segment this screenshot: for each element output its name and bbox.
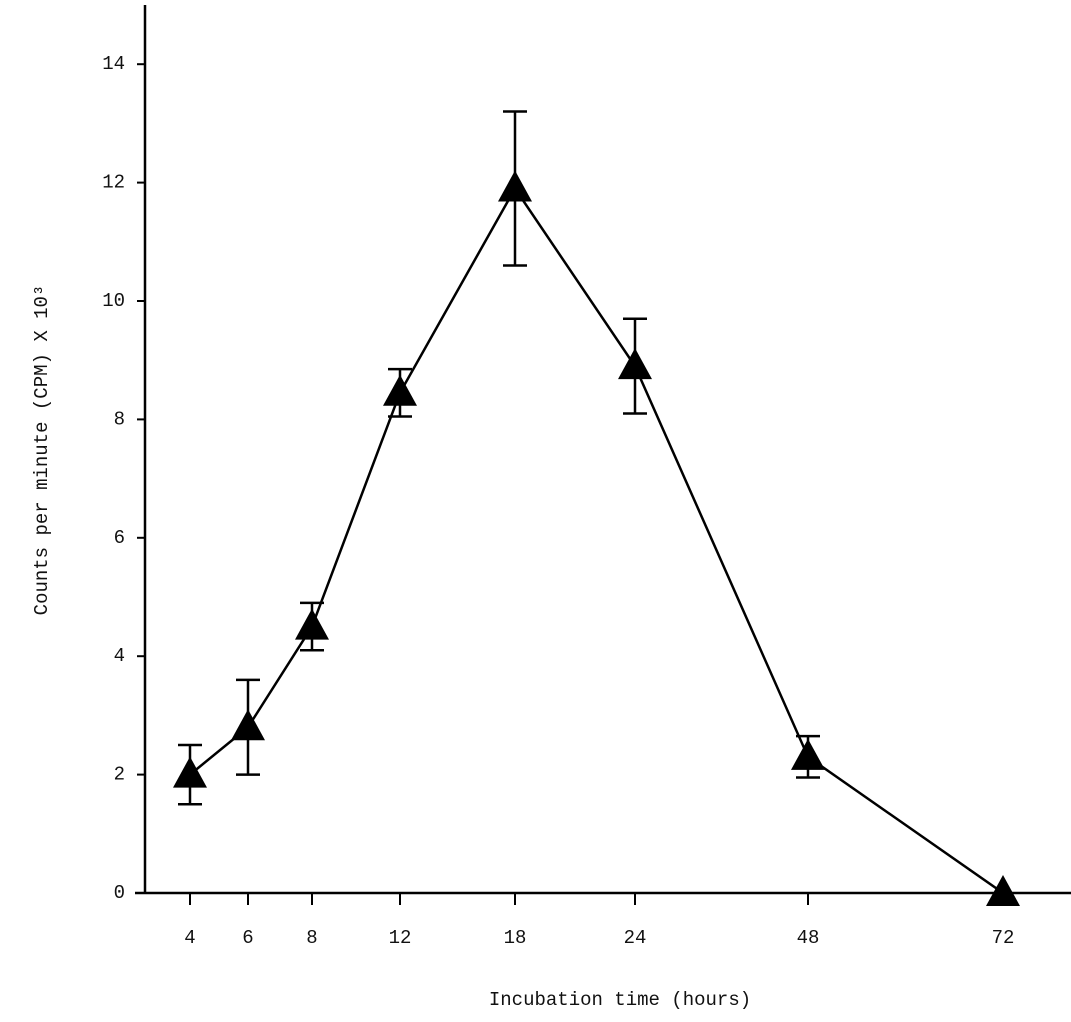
marker xyxy=(791,739,825,770)
x-tick-label: 24 xyxy=(624,927,647,949)
y-tick-label: 8 xyxy=(114,408,125,430)
y-tick-label: 14 xyxy=(102,53,125,75)
marker xyxy=(498,171,532,202)
x-tick-label: 12 xyxy=(389,927,412,949)
x-tick-label: 18 xyxy=(504,927,527,949)
chart: Incubation time (hours) Counts per minut… xyxy=(0,0,1071,1022)
marker xyxy=(383,375,417,406)
marker xyxy=(986,875,1020,906)
y-tick-label: 2 xyxy=(114,764,125,786)
y-tick-label: 4 xyxy=(114,645,125,667)
y-tick-label: 0 xyxy=(114,882,125,904)
y-tick-label: 6 xyxy=(114,527,125,549)
y-tick-label: 10 xyxy=(102,290,125,312)
x-axis-title: Incubation time (hours) xyxy=(489,989,751,1011)
x-tick-label: 6 xyxy=(242,927,253,949)
y-tick-label: 12 xyxy=(102,172,125,194)
x-tick-label: 8 xyxy=(306,927,317,949)
x-tick-label: 4 xyxy=(184,927,195,949)
marker xyxy=(618,348,652,379)
data-line xyxy=(190,189,1003,893)
y-axis-title: Counts per minute (CPM) X 10³ xyxy=(31,285,53,616)
x-tick-label: 48 xyxy=(797,927,820,949)
page: {"chart_data": {"type": "line", "x_label… xyxy=(0,0,1071,1022)
marker xyxy=(231,709,265,740)
x-tick-label: 72 xyxy=(992,927,1015,949)
marker xyxy=(295,609,329,640)
marker xyxy=(173,757,207,788)
